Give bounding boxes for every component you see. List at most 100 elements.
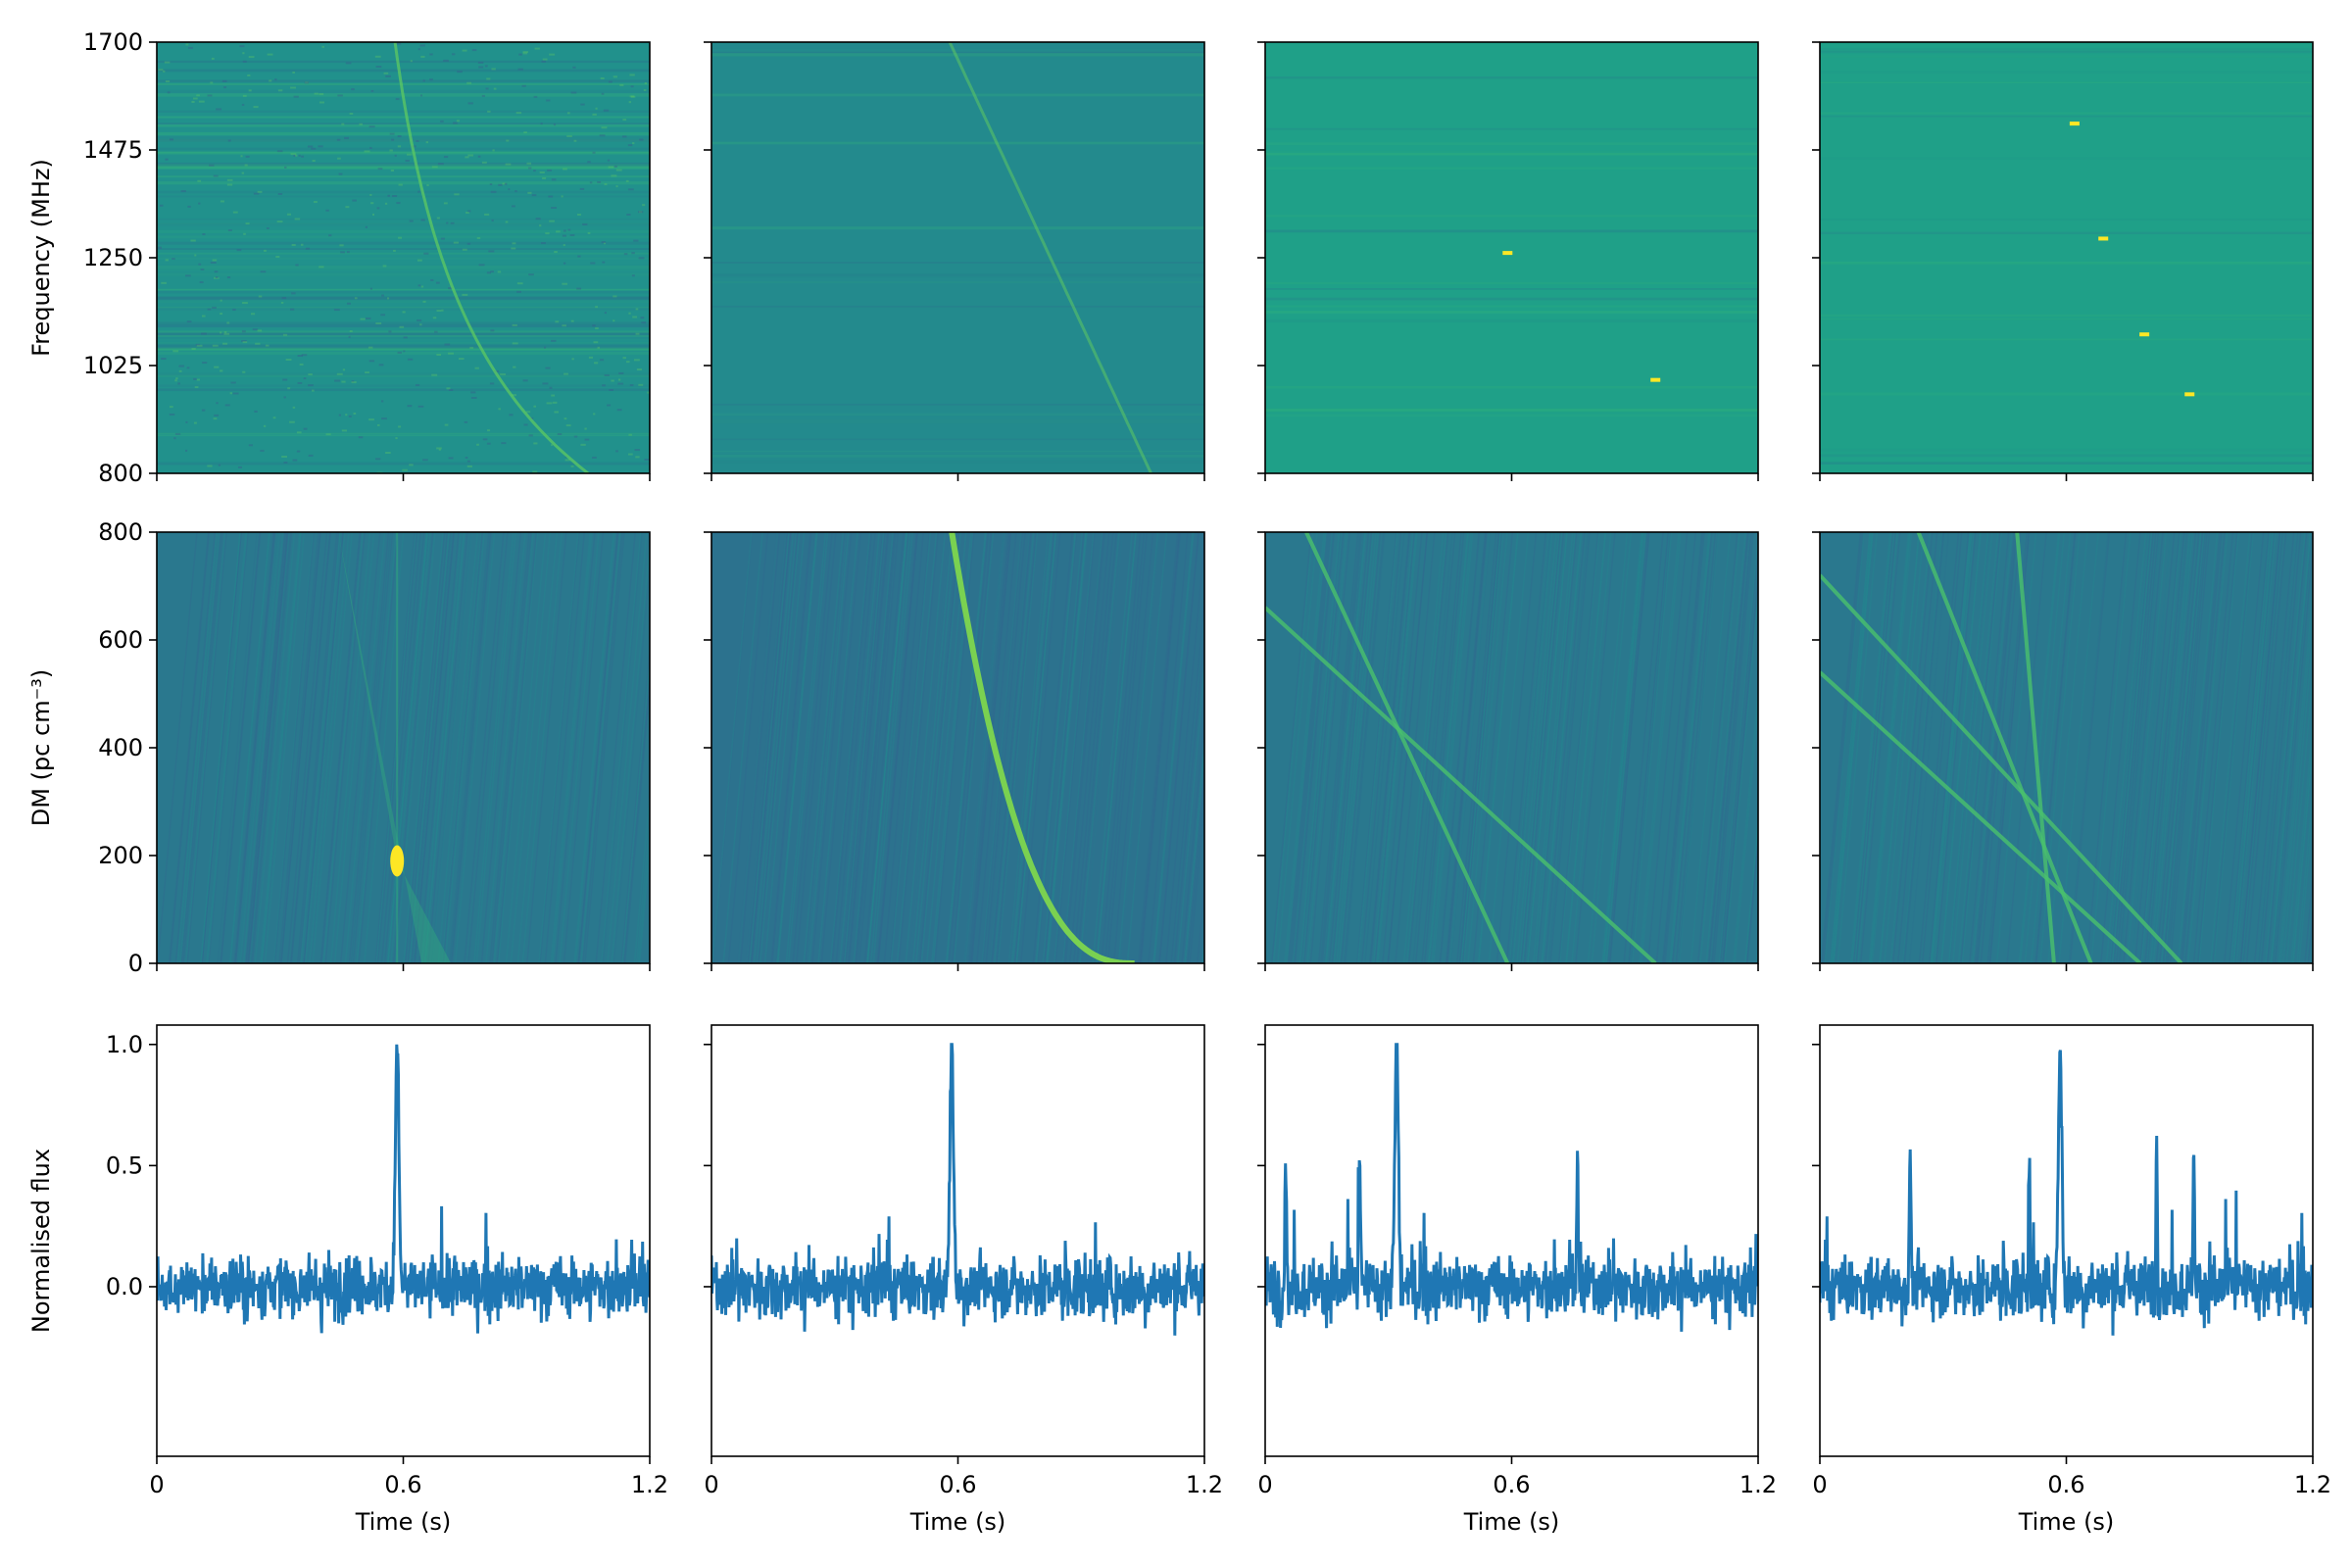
dmt-texture	[1908, 532, 1950, 963]
dmt-texture	[1869, 532, 1911, 963]
noise-speckle	[297, 381, 303, 384]
dmt-texture	[854, 532, 896, 963]
dmt-texture	[1363, 532, 1405, 963]
noise-speckle	[619, 83, 624, 86]
noise-speckle	[533, 95, 538, 98]
dmt-texture	[2186, 532, 2229, 963]
x-tick-label: 1.2	[1740, 1471, 1777, 1498]
dmt-texture	[1459, 532, 1501, 963]
noise-speckle	[562, 234, 566, 237]
spectrum-spot	[2098, 236, 2109, 241]
dmt-texture	[1710, 532, 1752, 963]
noise-speckle	[199, 280, 204, 283]
noise-speckle	[272, 416, 276, 419]
dmt-texture	[237, 532, 278, 963]
dmt-texture	[1011, 532, 1054, 963]
dmt-texture	[1402, 532, 1445, 963]
noise-speckle	[453, 122, 458, 124]
dmt-texture	[1713, 532, 1754, 963]
noise-speckle	[592, 151, 596, 154]
dmt-texture	[633, 787, 650, 963]
dmt-texture	[1708, 532, 1749, 963]
y-tick-label: 400	[98, 734, 143, 761]
dmt-texture	[2131, 532, 2172, 963]
dmt-texture	[602, 532, 643, 963]
rfi-channel	[157, 248, 650, 250]
noise-speckle	[281, 455, 287, 458]
rfi-channel	[157, 138, 650, 142]
noise-speckle	[212, 306, 217, 309]
noise-speckle	[563, 229, 566, 232]
noise-speckle	[602, 261, 606, 264]
dmt-texture	[1743, 811, 1758, 963]
dmt-texture	[758, 532, 799, 963]
dmt-texture	[1664, 532, 1705, 963]
noise-speckle	[173, 437, 176, 440]
noise-speckle	[419, 323, 422, 326]
noise-speckle	[260, 270, 267, 273]
noise-speckle	[592, 113, 597, 116]
dmt-texture	[1565, 532, 1606, 963]
noise-speckle	[484, 65, 488, 68]
noise-speckle	[222, 342, 228, 345]
dmt-texture	[229, 532, 270, 963]
dmt-texture	[2123, 532, 2164, 963]
noise-speckle	[481, 161, 487, 164]
noise-speckle	[211, 57, 215, 60]
dmt-texture	[890, 532, 932, 963]
noise-speckle	[163, 70, 166, 73]
noise-speckle	[348, 335, 351, 338]
dmt-texture	[298, 532, 340, 963]
noise-speckle	[523, 423, 528, 426]
noise-speckle	[303, 377, 307, 380]
noise-speckle	[214, 366, 220, 368]
dmt-texture	[1859, 532, 1901, 963]
dmt-texture	[1603, 532, 1644, 963]
rfi-channel	[1820, 262, 2313, 265]
rfi-channel	[1820, 47, 2313, 52]
dmt-texture	[1287, 532, 1329, 963]
noise-speckle	[242, 94, 247, 97]
rfi-channel	[1820, 157, 2313, 160]
noise-speckle	[631, 252, 635, 255]
dmt-texture	[612, 560, 650, 963]
noise-speckle	[165, 158, 169, 161]
dmt-texture	[969, 532, 1010, 963]
noise-speckle	[545, 367, 551, 369]
dmt-texture	[2266, 532, 2308, 963]
noise-speckle	[295, 264, 299, 267]
dm-track	[1265, 606, 1657, 963]
dmt-texture	[1745, 829, 1758, 963]
noise-speckle	[548, 195, 554, 198]
noise-speckle	[194, 386, 199, 389]
noise-speckle	[552, 401, 558, 404]
dmt-texture	[1300, 532, 1343, 963]
dmt-texture	[1184, 743, 1204, 963]
dmt-texture	[1853, 532, 1894, 963]
noise-speckle	[184, 274, 191, 277]
noise-speckle	[291, 292, 296, 295]
dmt-texture	[475, 532, 516, 963]
dmt-texture	[991, 532, 1032, 963]
dmt-texture	[1871, 532, 1913, 963]
noise-speckle	[493, 87, 497, 90]
rfi-channel	[157, 147, 650, 151]
noise-speckle	[213, 174, 219, 177]
dmt-texture	[1609, 532, 1650, 963]
noise-speckle	[202, 233, 206, 236]
dmt-background	[711, 532, 1204, 963]
dmt-texture	[390, 532, 431, 963]
dmt-texture	[1046, 532, 1087, 963]
noise-speckle	[248, 444, 253, 447]
noise-speckle	[474, 367, 479, 369]
noise-speckle	[580, 103, 585, 106]
dmt-texture	[2181, 532, 2223, 963]
dmt-texture	[915, 532, 956, 963]
dmt-texture	[237, 532, 279, 963]
rfi-channel	[711, 454, 1204, 458]
noise-speckle	[319, 101, 324, 104]
rfi-channel	[157, 151, 650, 154]
dmt-texture	[1641, 532, 1682, 963]
dmt-texture	[220, 532, 262, 963]
dmt-texture	[233, 532, 274, 963]
